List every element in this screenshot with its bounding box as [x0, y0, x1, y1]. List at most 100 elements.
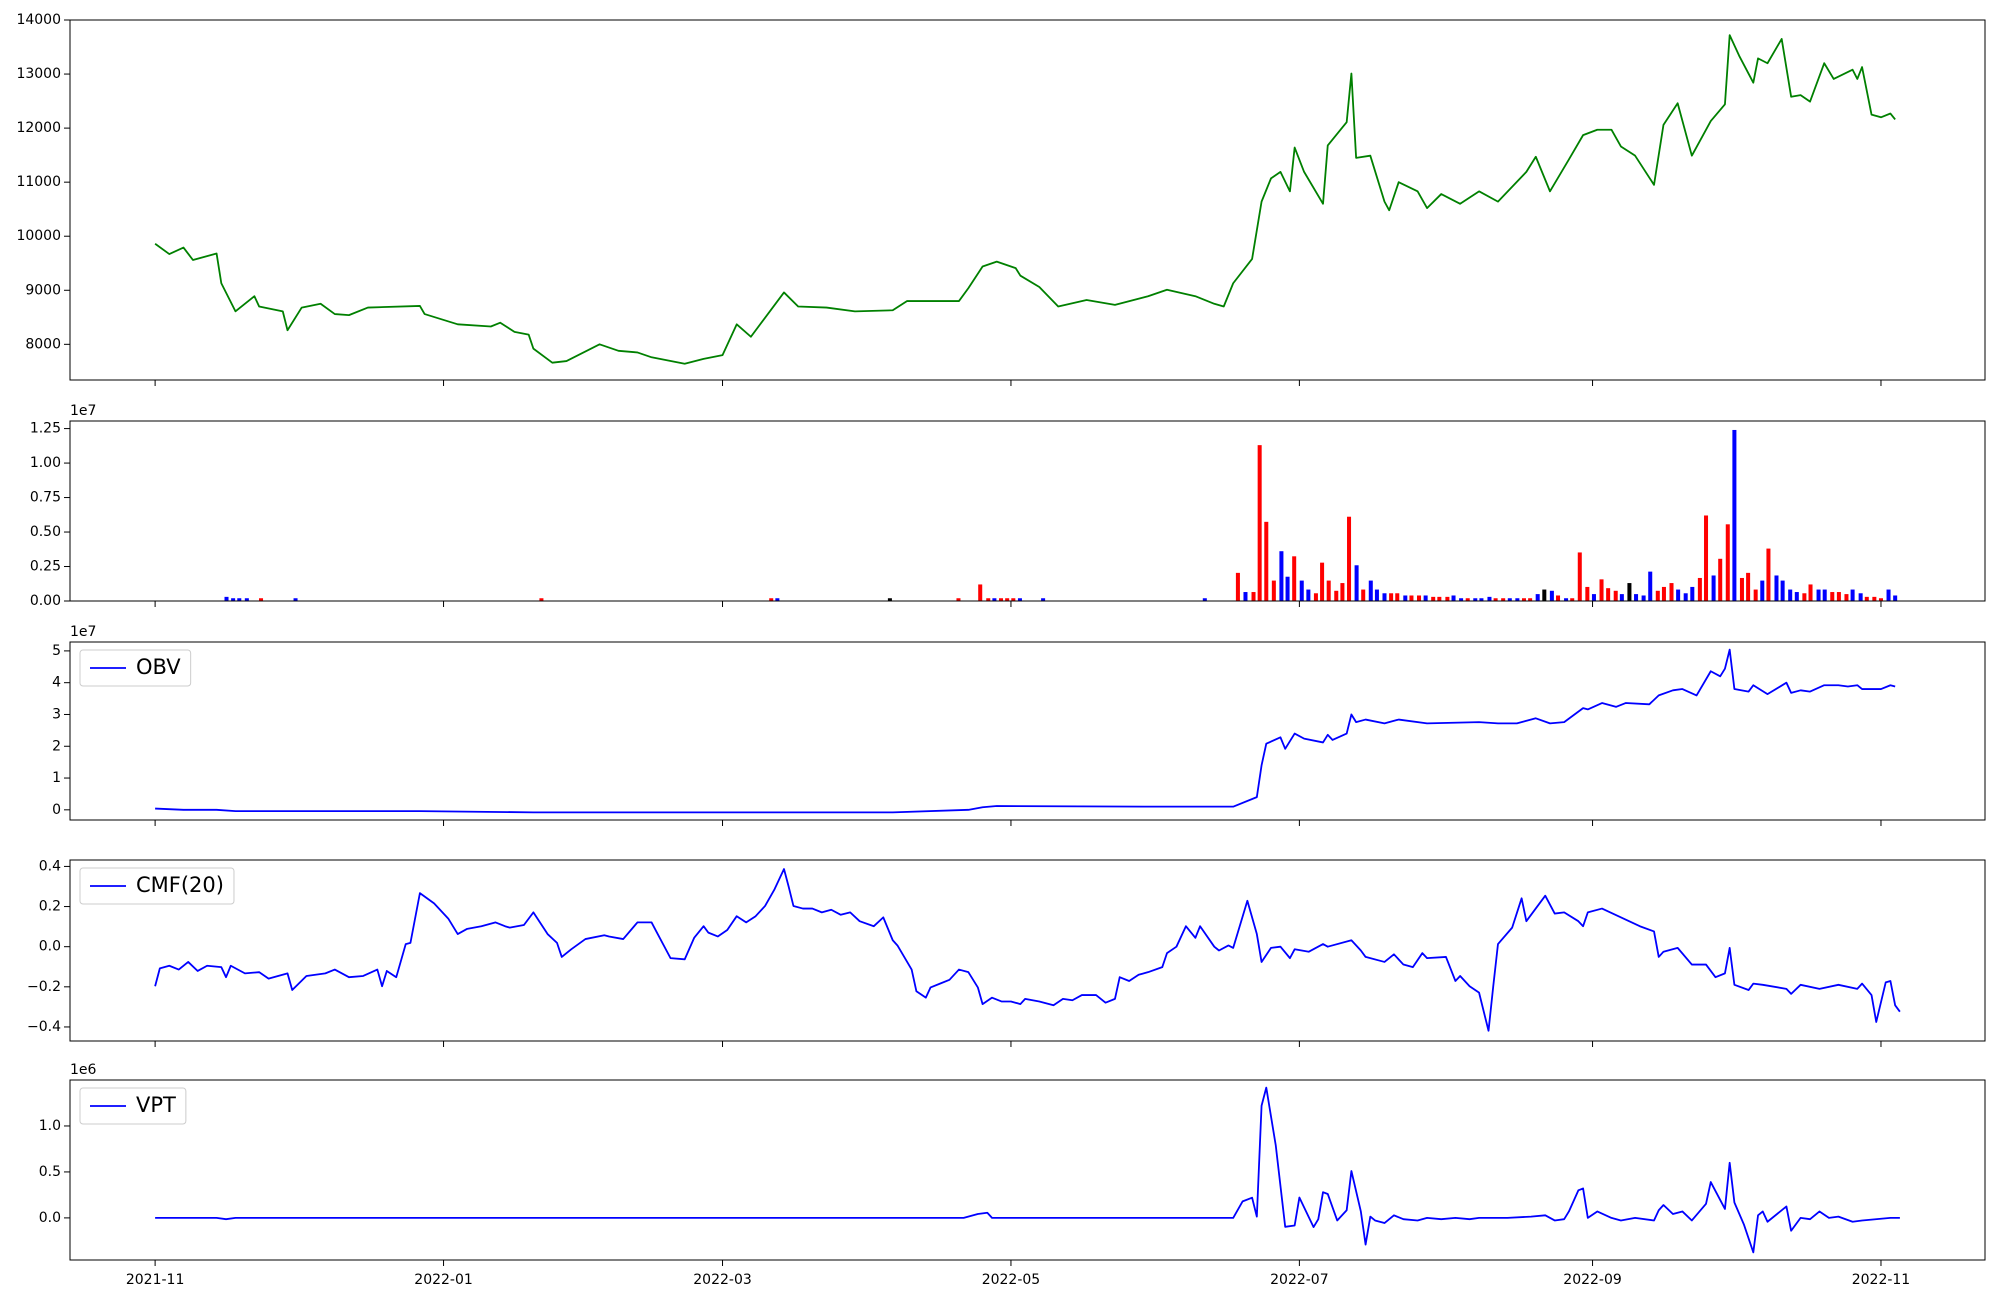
bar: [1313, 593, 1318, 601]
bar: [1732, 429, 1737, 601]
bar: [1285, 576, 1290, 601]
bar: [1619, 594, 1624, 601]
legend-box: [79, 867, 235, 905]
bar: [956, 598, 961, 601]
bar: [1320, 562, 1325, 601]
legend: OBV: [79, 649, 192, 687]
bar: [1487, 596, 1492, 601]
bar: [1634, 594, 1639, 601]
y-tick-label: 0.25: [30, 559, 61, 575]
bar: [1844, 594, 1849, 601]
y-tick-label: 12000: [16, 120, 61, 136]
bar: [1683, 593, 1688, 601]
bar: [1528, 598, 1533, 601]
bar: [1535, 594, 1540, 601]
x-tick-label: 2022-11: [1852, 1272, 1911, 1288]
bar: [237, 598, 242, 601]
bar: [1235, 572, 1240, 601]
y-tick-label: 0.4: [39, 858, 61, 874]
panel: 0.00 0.25 0.50 0.75 1.00 1.25 1e7: [30, 403, 1986, 609]
bar: [1374, 589, 1379, 601]
y-tick-label: 4: [52, 675, 61, 691]
bar: [1570, 598, 1575, 601]
bar: [1599, 579, 1604, 601]
bar: [999, 598, 1004, 601]
bar: [1334, 590, 1339, 601]
bar: [1836, 592, 1841, 601]
data-line: [154, 34, 1896, 365]
x-tick-label: 2022-07: [1270, 1272, 1329, 1288]
bar: [1697, 577, 1702, 601]
bar: [1445, 596, 1450, 601]
bar: [1299, 580, 1304, 601]
bar: [1886, 589, 1891, 601]
y-tick-label: 0: [52, 802, 61, 818]
axes-frame: [69, 420, 1986, 602]
y-tick-label: 3: [52, 706, 61, 722]
bar: [1878, 598, 1883, 601]
data-line: [154, 868, 1901, 1032]
bar: [1542, 589, 1547, 601]
bar: [1780, 580, 1785, 601]
y-tick-label: 0.00: [30, 593, 61, 609]
bar: [1292, 556, 1297, 601]
y-tick-label: 8000: [25, 336, 61, 352]
legend: CMF(20): [79, 867, 235, 905]
bar: [1746, 572, 1751, 601]
y-tick-label: 1.00: [30, 455, 61, 471]
bar: [1340, 583, 1345, 601]
y-tick-label: 13000: [16, 66, 61, 82]
legend-box: [79, 1087, 187, 1125]
y-tick-label: 5: [52, 643, 61, 659]
y-tick-label: 11000: [16, 174, 61, 190]
bar: [1591, 594, 1596, 601]
bar: [1389, 593, 1394, 601]
bar: [1243, 592, 1248, 601]
bar: [1395, 593, 1400, 601]
bar: [887, 598, 892, 601]
legend-label: CMF(20): [136, 873, 224, 897]
bar: [1858, 593, 1863, 601]
bar: [1774, 575, 1779, 601]
offset-label: 1e6: [70, 1062, 97, 1078]
bar: [1382, 593, 1387, 601]
bar: [1521, 598, 1526, 601]
bar: [1017, 598, 1022, 601]
bar: [1423, 595, 1428, 601]
bar: [1655, 590, 1660, 601]
bar: [1753, 589, 1758, 601]
x-tick-label: 2022-09: [1563, 1272, 1622, 1288]
axes-frame: [69, 641, 1986, 821]
y-tick-label: 1.25: [30, 421, 61, 437]
data-line: [155, 1086, 1900, 1254]
bar: [1501, 598, 1506, 601]
x-tick-label: 2022-05: [982, 1272, 1041, 1288]
bar: [1465, 598, 1470, 601]
bar: [244, 598, 249, 601]
bar: [1725, 524, 1730, 601]
axes-frame: [69, 19, 1986, 381]
panel: 0.0 0.5 1.0 2021-11 2022-01 2022-03 2022-05 202…: [39, 1062, 1986, 1288]
offset-label: 1e7: [70, 403, 96, 419]
bar: [1893, 595, 1898, 601]
bar: [1368, 580, 1373, 601]
bar: [1676, 589, 1681, 601]
y-tick-label: 0.2: [39, 899, 61, 915]
y-tick-label: 1.0: [39, 1118, 61, 1134]
bar: [1577, 552, 1582, 601]
bar: [1802, 593, 1807, 601]
bar: [1641, 595, 1646, 601]
bar: [1606, 588, 1611, 601]
bar: [1585, 586, 1590, 601]
bar: [769, 598, 774, 601]
bar: [1005, 598, 1010, 601]
bar: [1011, 598, 1016, 601]
bar: [1479, 598, 1484, 601]
legend-label: VPT: [136, 1093, 176, 1117]
y-tick-label: 0.50: [30, 524, 61, 540]
bar: [1556, 595, 1561, 601]
bar: [1403, 595, 1408, 601]
bar: [1417, 595, 1422, 601]
bar: [231, 598, 236, 601]
